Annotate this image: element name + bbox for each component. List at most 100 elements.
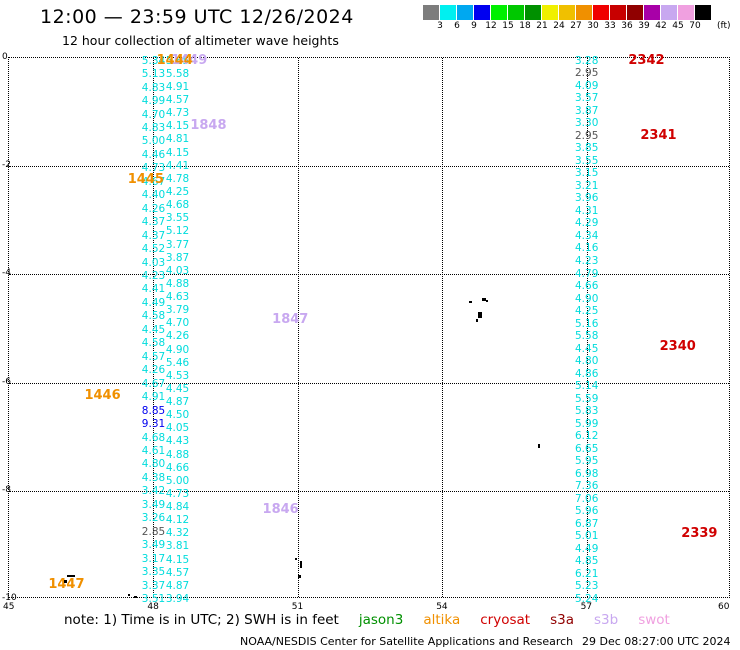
mission-label: s3a bbox=[550, 612, 574, 628]
legend-unit: (ft) bbox=[717, 21, 731, 31]
wave-height-value: 4.26 bbox=[141, 202, 166, 215]
grid-line-horizontal bbox=[9, 490, 729, 492]
wave-height-value: 3.87 bbox=[575, 104, 599, 117]
wave-height-value: 3.81 bbox=[165, 540, 190, 553]
credit-text: NOAA/NESDIS Center for Satellite Applica… bbox=[240, 635, 574, 648]
island-outline bbox=[475, 318, 478, 322]
wave-height-value: 4.68 bbox=[165, 199, 190, 212]
pass-time-label: 2340 bbox=[659, 339, 696, 355]
legend-swatch bbox=[457, 5, 474, 20]
wave-height-value: 4.58 bbox=[141, 337, 166, 350]
wave-height-value: 4.50 bbox=[165, 409, 190, 422]
wave-height-value: 4.99 bbox=[141, 95, 166, 108]
wave-height-value: 6.87 bbox=[575, 517, 599, 530]
legend-label: 18 bbox=[519, 21, 531, 31]
grid-line-vertical bbox=[586, 58, 588, 597]
mission-label: cryosat bbox=[480, 612, 531, 628]
pass-time-label: 1848 bbox=[190, 117, 227, 133]
wave-height-value: 4.63 bbox=[165, 291, 190, 304]
note-text: note: 1) Time is in UTC; 2) SWH is in fe… bbox=[64, 612, 339, 628]
grid-line-vertical bbox=[153, 58, 155, 597]
legend-labels: 3 6 9 12 15 18 21 24 27 30 33 36 39 42 45 70 bbox=[423, 20, 712, 34]
wave-height-value: 5.00 bbox=[165, 474, 190, 487]
wave-height-value: 3.49 bbox=[141, 539, 166, 552]
legend-label: 15 bbox=[502, 21, 514, 31]
pass-time-label: 2342 bbox=[628, 52, 665, 68]
wave-height-value: 4.81 bbox=[165, 133, 190, 146]
wave-height-value: 4.91 bbox=[141, 391, 166, 404]
wave-height-value: 4.03 bbox=[141, 256, 166, 269]
wave-height-value: 4.73 bbox=[165, 487, 190, 500]
note-line: note: 1) Time is in UTC; 2) SWH is in fe… bbox=[64, 612, 670, 628]
wave-height-value: 4.49 bbox=[575, 542, 599, 555]
wave-height-value: 4.49 bbox=[141, 296, 166, 309]
wave-height-value: 3.87 bbox=[165, 251, 190, 264]
wave-height-value: 4.68 bbox=[141, 431, 166, 444]
wave-height-value: 3.28 bbox=[575, 54, 599, 67]
x-tick-label: 48 bbox=[147, 602, 159, 612]
mission-label: swot bbox=[638, 612, 670, 628]
map-plot-area: 5.34 5.13 4.83 4.99 4.70 4.83 5.00 4.46 4.73 4.67… bbox=[8, 53, 730, 605]
wave-height-value: 5.14 bbox=[575, 380, 599, 393]
wave-height-value: 4.15 bbox=[165, 146, 190, 159]
wave-height-value: 3.17 bbox=[141, 552, 166, 565]
wave-height-value: 4.45 bbox=[141, 323, 166, 336]
y-tick-label: 0 bbox=[2, 52, 8, 62]
wave-height-value: 3.30 bbox=[575, 117, 599, 130]
legend-label: 42 bbox=[655, 21, 667, 31]
wave-height-value: 3.79 bbox=[165, 304, 190, 317]
legend-swatch bbox=[644, 5, 661, 20]
wave-height-value: 3.15 bbox=[575, 167, 599, 180]
wave-height-value: 4.61 bbox=[141, 444, 166, 457]
wave-height-value: 4.15 bbox=[165, 120, 190, 133]
legend-swatch bbox=[610, 5, 627, 20]
grid-line-horizontal bbox=[9, 382, 729, 384]
wave-height-value: 6.65 bbox=[575, 442, 599, 455]
wave-height-value: 5.99 bbox=[575, 417, 599, 430]
legend-swatch bbox=[440, 5, 457, 20]
wave-height-value: 4.83 bbox=[141, 81, 166, 94]
wave-height-value: 4.86 bbox=[575, 367, 599, 380]
wave-height-value: 4.53 bbox=[165, 369, 190, 382]
legend-label: 45 bbox=[672, 21, 684, 31]
wave-height-value: 4.90 bbox=[165, 343, 190, 356]
wave-height-value: 5.96 bbox=[575, 505, 599, 518]
wave-height-value: 4.57 bbox=[141, 350, 166, 363]
legend-label: 27 bbox=[570, 21, 582, 31]
wave-height-value: 5.12 bbox=[165, 225, 190, 238]
wave-height-value: 5.95 bbox=[575, 455, 599, 468]
grid-line-vertical bbox=[442, 58, 444, 597]
legend-swatch bbox=[542, 5, 559, 20]
wave-height-value: 3.85 bbox=[575, 142, 599, 155]
wave-height-value: 4.15 bbox=[165, 553, 190, 566]
pass-time-label: 1847 bbox=[272, 312, 309, 328]
wave-height-value: 5.34 bbox=[141, 54, 166, 67]
legend-swatch bbox=[423, 5, 440, 20]
chart-subtitle: 12 hour collection of altimeter wave hei… bbox=[62, 33, 339, 48]
y-tick-label: -6 bbox=[2, 376, 11, 387]
legend-label: 30 bbox=[587, 21, 599, 31]
wave-height-value: 8.85 bbox=[141, 404, 166, 417]
pass-time-label: 2339 bbox=[681, 526, 718, 542]
wave-height-value: 4.88 bbox=[165, 448, 190, 461]
wave-height-value: 4.58 bbox=[141, 310, 166, 323]
legend-swatch bbox=[525, 5, 542, 20]
x-tick-label: 51 bbox=[291, 602, 304, 612]
wave-height-value: 4.03 bbox=[165, 264, 190, 277]
wave-height-value: 5.58 bbox=[575, 330, 599, 343]
legend-label: 12 bbox=[485, 21, 497, 31]
legend-label: 3 bbox=[437, 21, 443, 31]
wave-height-value: 4.79 bbox=[575, 267, 599, 280]
timestamp-text: 29 Dec 08:27:00 UTC 2024 bbox=[582, 635, 731, 648]
wave-height-value: 5.13 bbox=[141, 68, 166, 81]
wave-height-value: 2.95 bbox=[575, 67, 599, 80]
wave-height-value: 4.25 bbox=[575, 305, 599, 318]
wave-height-value: 5.58 bbox=[165, 67, 190, 80]
wave-height-value: 3.37 bbox=[141, 579, 166, 592]
grid-line-horizontal bbox=[9, 274, 729, 276]
wave-height-value: 3.26 bbox=[141, 512, 166, 525]
legend-label: 24 bbox=[553, 21, 565, 31]
wave-height-value: 4.67 bbox=[141, 377, 166, 390]
wave-height-value: 4.23 bbox=[141, 270, 166, 283]
legend-swatch bbox=[559, 5, 576, 20]
